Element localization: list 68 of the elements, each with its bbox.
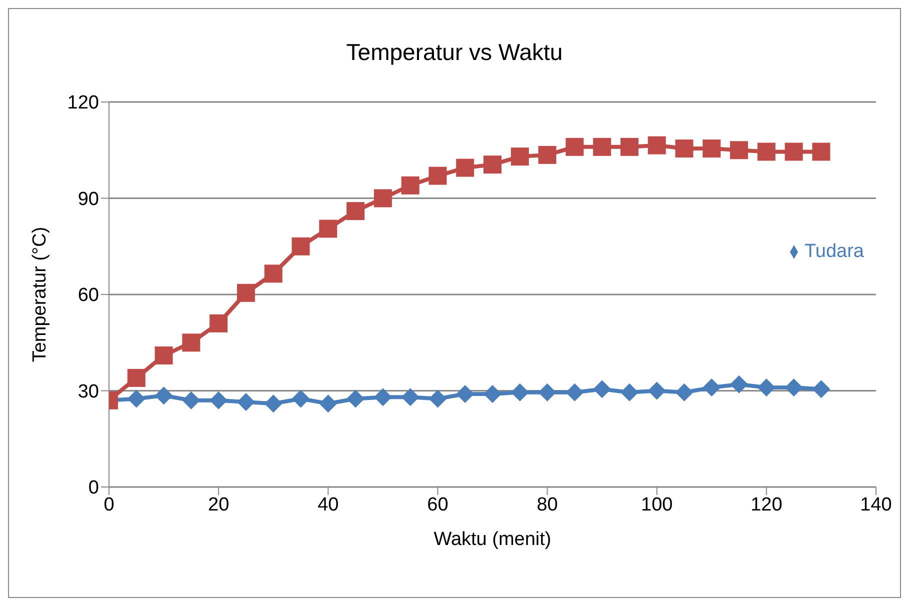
point	[456, 158, 474, 177]
point	[319, 220, 338, 238]
point	[593, 380, 612, 398]
point	[510, 383, 529, 402]
y-tick-label: 60	[78, 285, 99, 306]
y-tick-label: 0	[88, 478, 99, 499]
x-tick-label: 20	[208, 494, 230, 516]
x-axis-title: Waktu (menit)	[434, 529, 552, 550]
point	[127, 390, 146, 408]
point	[702, 378, 721, 397]
point	[566, 138, 584, 156]
x-tick-label: 40	[318, 494, 339, 516]
point	[210, 314, 228, 332]
x-tick-label: 80	[536, 494, 558, 516]
point	[264, 264, 282, 283]
point	[154, 346, 173, 364]
y-tick-label: 30	[78, 381, 99, 402]
x-tick-label: 60	[427, 494, 448, 516]
point	[757, 378, 776, 397]
point	[784, 142, 803, 161]
point	[292, 390, 310, 408]
legend-label: Tudara	[804, 241, 864, 262]
point	[648, 136, 666, 154]
point	[812, 142, 830, 161]
point	[346, 202, 365, 220]
point	[730, 141, 748, 160]
point	[757, 142, 776, 161]
point	[264, 394, 282, 413]
point	[346, 390, 365, 408]
point	[236, 392, 255, 411]
point	[484, 384, 502, 403]
point	[428, 166, 447, 185]
point	[593, 138, 612, 156]
point	[620, 138, 638, 156]
point	[702, 140, 721, 158]
chart-title: Temperatur vs Waktu	[345, 39, 564, 66]
y-axis-title: Temperatur (°C)	[30, 226, 51, 362]
point	[210, 391, 228, 410]
x-tick-label: 120	[750, 494, 782, 516]
y-tick-label: 90	[78, 188, 99, 210]
x-tick-label: 100	[641, 494, 673, 516]
point	[374, 189, 392, 208]
point	[484, 156, 502, 174]
point	[292, 237, 310, 256]
y-tick-label: 120	[67, 92, 99, 114]
point	[182, 334, 200, 352]
point	[538, 146, 556, 164]
point	[538, 383, 556, 402]
point	[566, 383, 584, 402]
point	[401, 176, 420, 194]
point	[182, 391, 200, 410]
point	[428, 390, 447, 408]
point	[319, 394, 338, 413]
point	[812, 380, 830, 398]
point	[401, 388, 420, 406]
point	[620, 383, 638, 402]
point	[730, 375, 748, 394]
x-tick-label: 0	[104, 494, 114, 516]
point	[154, 386, 173, 405]
point	[127, 368, 146, 387]
point	[236, 284, 255, 302]
x-tick-label: 140	[860, 494, 892, 516]
point	[510, 148, 529, 166]
point	[675, 383, 694, 402]
point	[784, 378, 803, 397]
point	[675, 140, 694, 158]
point	[374, 388, 392, 406]
point	[648, 382, 666, 400]
